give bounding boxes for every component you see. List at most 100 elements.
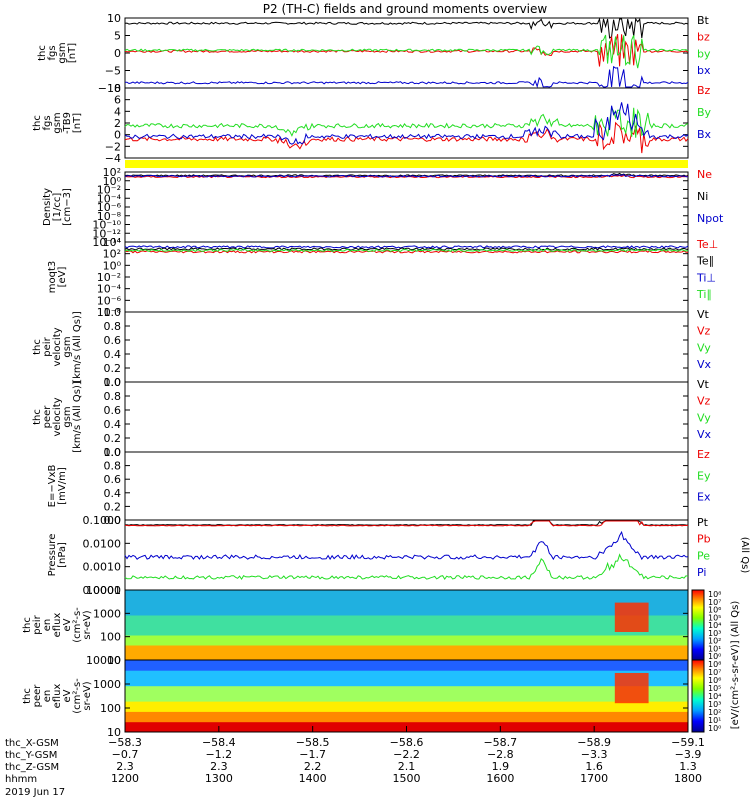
y-tick-label: 4 <box>114 105 121 118</box>
panel-10: 10000 1000 100 10 thcpeerenefluxeV(cm²-s-sr-… <box>22 654 689 739</box>
spectrogram-band <box>125 675 688 681</box>
y-axis-label-line: fgs <box>42 115 53 130</box>
spectrogram-band <box>125 590 688 596</box>
y-axis-label-line: -TB9 <box>62 112 73 134</box>
y-tick-label: 100 <box>100 702 121 715</box>
y-tick-label: 10 <box>107 12 121 25</box>
legend-vy: Vy <box>697 341 711 354</box>
colorbar-tick-label: 10⁷ <box>708 668 721 677</box>
x-row-label: hhmm <box>5 774 37 785</box>
legend-pb: Pb <box>697 533 711 546</box>
panel-frame <box>124 17 689 89</box>
y-axis-label-line: gsm <box>62 336 73 357</box>
legend-pt: Pt <box>697 516 709 529</box>
legend-bz: bz <box>697 31 710 44</box>
y-axis-label: moqt3[eV] <box>47 261 68 294</box>
y-axis-label-line: Pressure <box>47 534 58 577</box>
trace-Bx <box>124 102 689 145</box>
y-axis-label-line: E=−VxB <box>47 465 58 508</box>
y-axis-label-line: en <box>42 619 53 632</box>
panel-frame <box>124 171 689 243</box>
trace-temp <box>124 247 689 251</box>
x-row-value: −2.8 <box>487 748 514 761</box>
colorbar-tick-label: 10⁰ <box>708 724 721 733</box>
spectrogram-band <box>125 665 688 671</box>
spectrogram-event <box>614 672 649 704</box>
y-tick-label: 10⁻⁶ <box>97 294 122 307</box>
y-axis-label-line: [cm−3] <box>62 188 73 226</box>
spectrogram-band <box>125 615 688 621</box>
x-row-value: −2.2 <box>393 748 420 761</box>
y-tick-label: 10⁻² <box>97 271 121 284</box>
y-tick-label: 10⁻⁴ <box>97 283 122 296</box>
y-tick-label: 0.0010 <box>83 561 122 574</box>
y-tick-label: −10 <box>98 82 121 95</box>
trace-temp <box>124 245 689 249</box>
colorbar-tick-label: 10⁸ <box>708 590 721 599</box>
y-axis-label-line: (cm²-s- <box>72 678 83 714</box>
x-row-value: −58.6 <box>390 736 424 749</box>
y-axis-label-line: eV <box>62 618 73 631</box>
legend-ti∥: Ti∥ <box>696 288 712 301</box>
panel-1: 10 5 0 −5 −10 thcfgsgsm[nT] Bt bz by bx <box>37 12 711 95</box>
y-tick-label: 10⁻⁸ <box>97 210 122 223</box>
legend-pi: Pi <box>697 566 706 579</box>
y-axis-label-line: sr-eV) <box>82 681 93 710</box>
y-axis-label-line: Density <box>42 188 53 226</box>
y-tick-label: 10⁻⁴ <box>97 192 122 205</box>
trace-pressure <box>124 530 689 561</box>
colorbar-tick-label: 10⁴ <box>708 692 721 701</box>
y-tick-label: 100 <box>100 631 121 644</box>
spectrogram-band <box>125 625 688 631</box>
y-tick-label: 0.0001 <box>83 584 122 597</box>
y-tick-label: 0.4 <box>104 487 122 500</box>
x-row-value: 2.2 <box>304 760 322 773</box>
panel-frame <box>124 381 689 453</box>
x-row-value: −58.3 <box>108 736 142 749</box>
panel-frame <box>124 519 689 591</box>
y-tick-label: 0.6 <box>104 473 122 486</box>
y-axis-label: thcpeirenefluxeV(cm²-s-sr-eV) <box>22 607 93 643</box>
y-tick-label: 10⁻² <box>97 184 121 197</box>
trace-by <box>124 34 689 69</box>
legend-by: By <box>697 106 712 119</box>
trace-pressure <box>124 520 689 526</box>
colorbar <box>691 589 705 661</box>
colorbar-tick-label: 10⁸ <box>708 660 721 669</box>
y-tick-label: 8 <box>114 82 121 95</box>
y-tick-label: −4 <box>105 152 121 165</box>
spectrogram-band <box>125 640 688 646</box>
x-row-value: −58.9 <box>577 736 611 749</box>
legend-ez: Ez <box>697 448 710 461</box>
colorbar-tick-label: 10⁷ <box>708 598 721 607</box>
colorbar-tick-label: 10³ <box>708 700 721 709</box>
trace-By <box>124 106 689 138</box>
colorbar-tick-label: 10¹ <box>708 644 721 653</box>
y-axis-label-line: [mV/m] <box>57 467 68 505</box>
colorbar-label: [eV/(cm²-s-sr-eV)] (All Qs) <box>730 601 741 730</box>
legend-bz: Bz <box>697 84 711 97</box>
y-tick-label: 0.0100 <box>83 537 122 550</box>
plot-title: P2 (TH-C) fields and ground moments over… <box>263 2 548 16</box>
y-axis-label-line: velocity <box>52 327 63 366</box>
x-row-value: −1.2 <box>205 748 232 761</box>
y-axis-label-line: sr-eV) <box>82 610 93 639</box>
colorbar-tick-label: 10⁶ <box>708 606 721 615</box>
colorbar-tick-label: 10⁴ <box>708 621 721 630</box>
y-axis-label-line: fgs <box>47 45 58 60</box>
y-tick-label: 10² <box>103 248 121 261</box>
y-axis-label-line: [eV] <box>57 267 68 288</box>
x-row-value: 1200 <box>111 772 139 785</box>
spectrogram-band <box>125 645 688 651</box>
y-axis-label: Density[1/cc][cm−3] <box>42 188 73 226</box>
y-tick-label: 0 <box>114 129 121 142</box>
panel-frame <box>124 311 689 383</box>
panel-frame <box>124 451 689 521</box>
colorbar <box>691 659 705 733</box>
spectrogram-band <box>125 660 688 666</box>
x-row-value: 1600 <box>486 772 514 785</box>
y-tick-label: 1000 <box>93 678 121 691</box>
legend-te∥: Te∥ <box>696 255 714 268</box>
y-axis-label-line: thc <box>32 115 43 131</box>
